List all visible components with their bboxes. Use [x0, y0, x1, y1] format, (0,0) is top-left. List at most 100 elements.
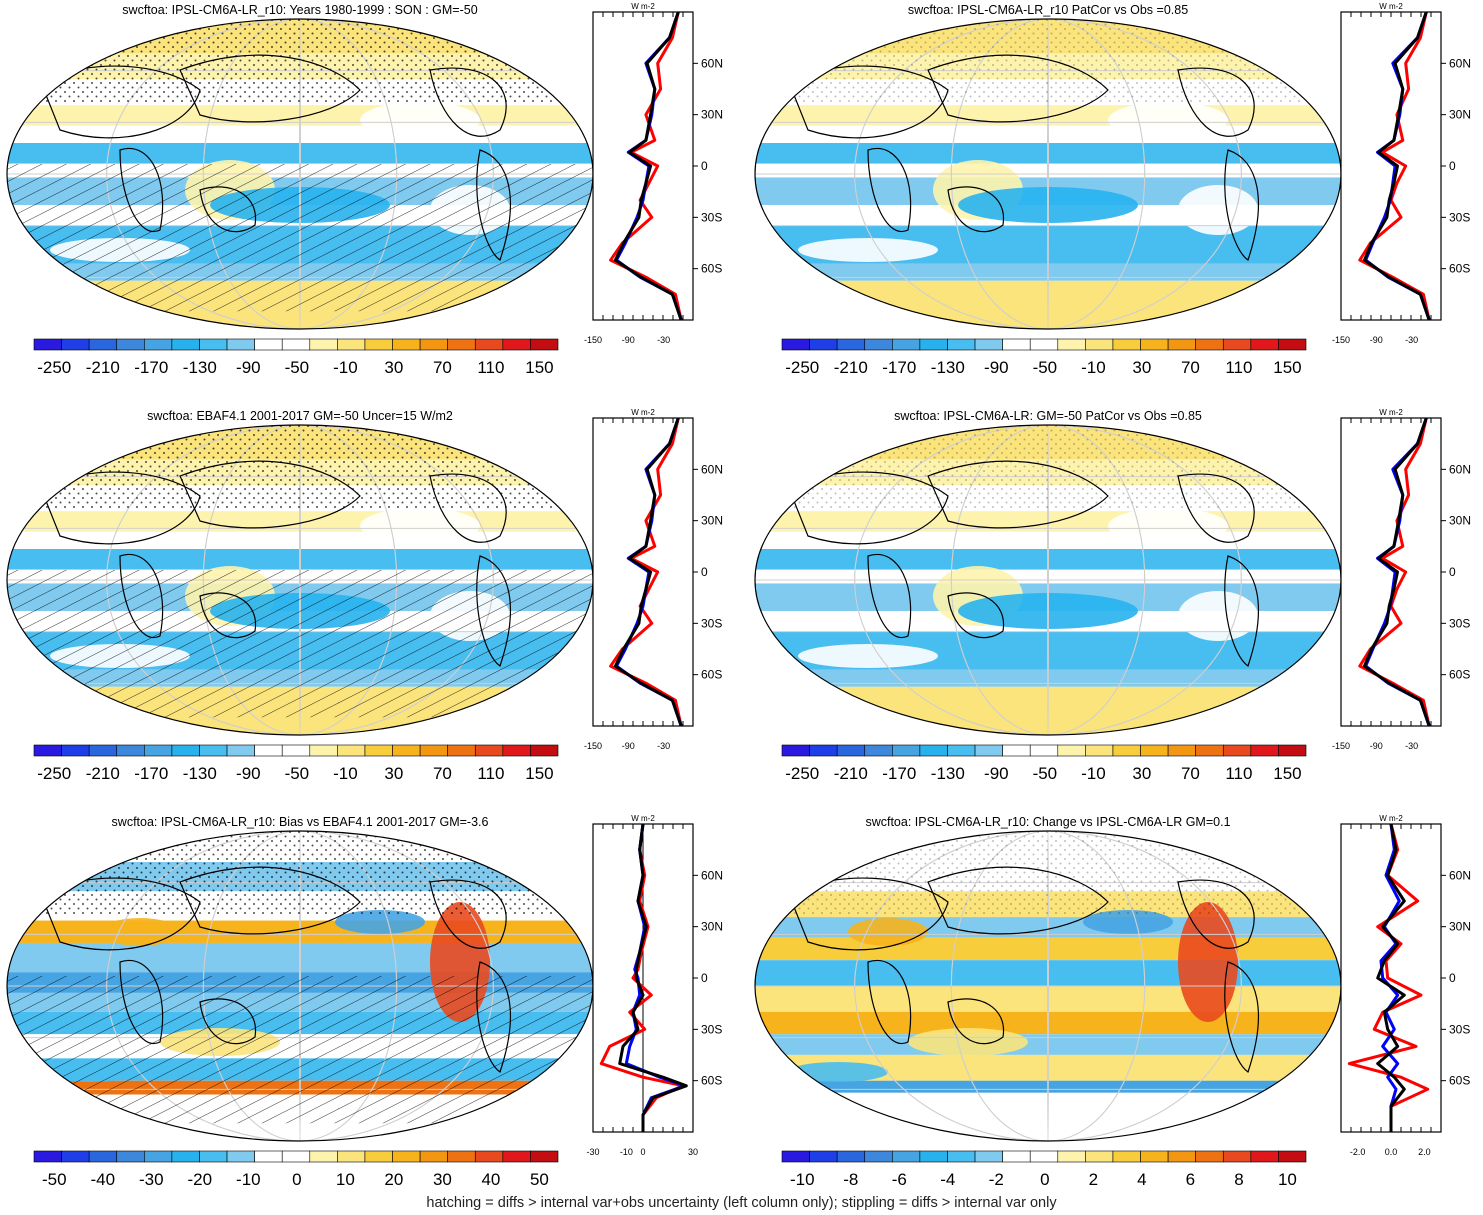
colorbar-swatch — [1112, 338, 1141, 351]
colorbar-swatch — [1278, 1150, 1307, 1163]
colorbar-swatch — [1278, 338, 1307, 351]
colorbar-swatch — [364, 338, 393, 351]
colorbar-swatch — [61, 1150, 90, 1163]
colorbar-label: 150 — [1273, 764, 1301, 783]
coastline — [39, 471, 201, 545]
coastline — [119, 147, 164, 233]
coastline — [927, 866, 1109, 935]
colorbar-swatch — [1085, 1150, 1114, 1163]
colorbar-label: -8 — [843, 1170, 858, 1189]
stippling — [755, 831, 1341, 917]
colorbar-swatch — [1029, 744, 1059, 757]
coastline — [867, 553, 912, 639]
colorbar-swatch — [1002, 744, 1031, 757]
colorbar-swatch — [864, 744, 893, 757]
profile-ytick: 0 — [1449, 159, 1456, 173]
profile-xtick: -30 — [657, 335, 670, 345]
profile-unit: W m-2 — [631, 408, 655, 417]
colorbar-swatch — [892, 1150, 921, 1163]
coastline — [867, 959, 912, 1045]
colorbar-swatch — [1112, 1150, 1141, 1163]
profile-xtick: 30 — [688, 1147, 698, 1157]
colorbar-swatch — [116, 744, 145, 757]
colorbar-swatch — [419, 338, 448, 351]
profile-unit: W m-2 — [1379, 408, 1403, 417]
map-field — [755, 831, 1341, 1141]
profile-xtick: -2.0 — [1350, 1147, 1366, 1157]
colorbar-swatch — [1195, 1150, 1224, 1163]
profile-ytick: 60N — [1449, 868, 1471, 882]
colorbar-label: -130 — [931, 358, 965, 377]
colorbar-label: -170 — [134, 764, 168, 783]
panel-p2: swcftoa: IPSL-CM6A-LR_r10 PatCor vs Obs … — [754, 2, 1471, 377]
colorbar-swatch — [226, 744, 255, 757]
zonal-profile: W m-2 -150 -90 -30 60N 30N 0 30S 60S — [1332, 2, 1471, 345]
panel-p5: swcftoa: IPSL-CM6A-LR_r10: Bias vs EBAF4… — [6, 814, 723, 1189]
profile-unit: W m-2 — [1379, 814, 1403, 823]
stippling — [7, 19, 593, 105]
colorbar-label: -50 — [285, 764, 310, 783]
profile-ytick: 30N — [701, 514, 723, 528]
zonal-profile: W m-2 -150 -90 -30 60N 30N 0 30S 60S — [584, 2, 723, 345]
colorbar-swatch — [919, 744, 948, 757]
colorbar-swatch — [1140, 1150, 1169, 1163]
colorbar-swatch — [1195, 744, 1224, 757]
colorbar-swatch — [392, 1150, 421, 1163]
colorbar-swatch — [1057, 744, 1086, 757]
colorbar-swatch — [226, 1150, 255, 1163]
panel-title: swcftoa: IPSL-CM6A-LR: GM=-50 PatCor vs … — [894, 409, 1202, 423]
map-field — [7, 831, 593, 1141]
colorbar-swatch — [836, 1150, 866, 1163]
colorbar-swatch — [171, 744, 200, 757]
colorbar-swatch — [1029, 338, 1059, 351]
profile-xtick: -30 — [1405, 741, 1418, 751]
coastline — [787, 471, 949, 545]
field-blob — [1178, 185, 1258, 235]
colorbar-swatch — [836, 744, 866, 757]
profile-ytick: 30N — [1449, 920, 1471, 934]
panel-title: swcftoa: IPSL-CM6A-LR_r10 PatCor vs Obs … — [908, 3, 1188, 17]
profile-ytick: 30S — [1449, 1022, 1470, 1036]
colorbar-swatch — [1057, 1150, 1086, 1163]
panel-title: swcftoa: IPSL-CM6A-LR_r10: Change vs IPS… — [865, 815, 1230, 829]
colorbar: -250 -210 -170 -130 -90 -50 -10 30 70 110 150 — [781, 744, 1307, 783]
colorbar-swatch — [530, 338, 559, 351]
colorbar-label: -10 — [790, 1170, 815, 1189]
footnote: hatching = diffs > internal var+obs unce… — [426, 1195, 1057, 1211]
colorbar-swatch — [254, 1150, 283, 1163]
profile-xtick: 0.0 — [1385, 1147, 1398, 1157]
colorbar-label: -6 — [892, 1170, 907, 1189]
colorbar-swatch — [502, 338, 531, 351]
profile-unit: W m-2 — [631, 2, 655, 11]
colorbar-swatch — [919, 1150, 948, 1163]
colorbar-swatch — [33, 338, 62, 351]
profile-xtick: -30 — [657, 741, 670, 751]
colorbar-label: -90 — [236, 764, 261, 783]
colorbar-swatch — [781, 1150, 810, 1163]
colorbar-label: -50 — [1033, 764, 1058, 783]
stippling — [755, 19, 1341, 105]
colorbar-swatch — [392, 338, 421, 351]
colorbar-swatch — [33, 744, 62, 757]
graticule-meridian — [854, 425, 1242, 735]
colorbar-swatch — [502, 744, 531, 757]
colorbar-swatch — [61, 338, 90, 351]
coastline — [1177, 67, 1255, 137]
coastline — [867, 147, 912, 233]
colorbar-swatch — [337, 744, 366, 757]
graticule-meridian — [1047, 831, 1049, 1141]
colorbar-label: -50 — [285, 358, 310, 377]
zonal-profile: W m-2 -30 -10 0 30 60N 30N 0 30S 60S — [586, 814, 723, 1157]
coastline — [476, 149, 511, 261]
colorbar-swatch — [1222, 744, 1252, 757]
colorbar-swatch — [226, 338, 255, 351]
colorbar-swatch — [199, 338, 228, 351]
profile-xtick: -90 — [622, 741, 635, 751]
map-field — [7, 19, 593, 329]
colorbar-label: 0 — [292, 1170, 301, 1189]
profile-line-ens — [1363, 417, 1431, 727]
profile-xtick: -150 — [584, 741, 602, 751]
colorbar-label: 150 — [525, 764, 553, 783]
colorbar-swatch — [1278, 744, 1307, 757]
graticule-meridian — [1047, 425, 1049, 735]
